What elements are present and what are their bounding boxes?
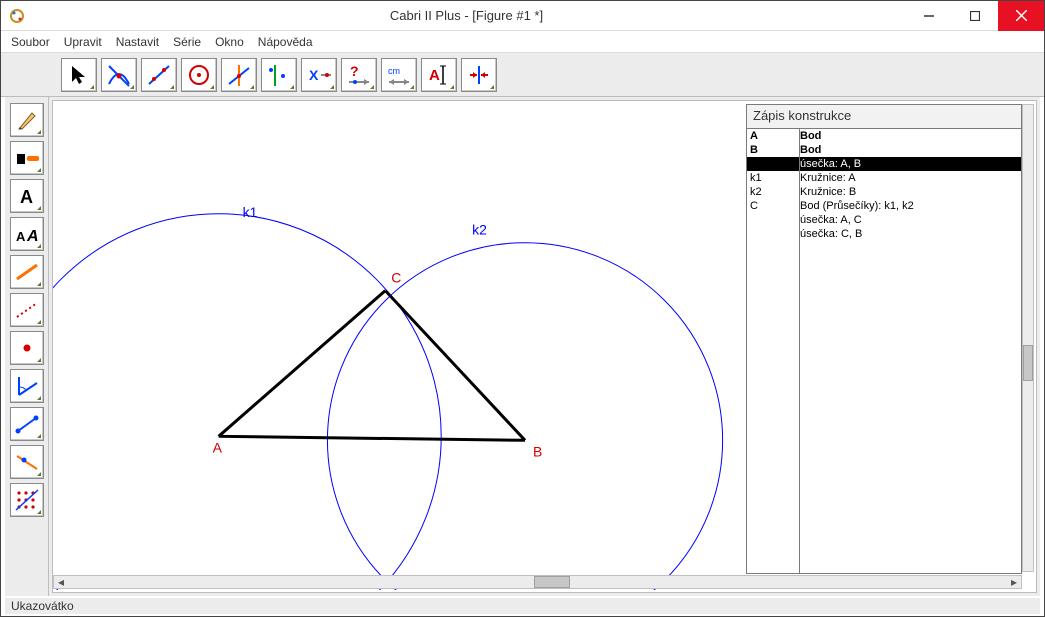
segment[interactable] [385, 291, 525, 441]
text-A-tool[interactable]: A [10, 179, 44, 213]
construction-row[interactable]: ABod [747, 129, 1021, 143]
svg-text:A: A [20, 187, 33, 207]
svg-text:cm: cm [388, 66, 400, 76]
svg-text:A: A [429, 67, 440, 84]
menu-série[interactable]: Série [173, 35, 201, 49]
construction-row[interactable]: k2Kružnice: B [747, 185, 1021, 199]
main-area: AAA k1k2ABC Zápis konstrukce ABodBBodúse… [5, 97, 1040, 596]
angle-tool[interactable] [10, 369, 44, 403]
panel-body: ABodBBodúsečka: A, Bk1Kružnice: Ak2Kružn… [747, 129, 1021, 573]
point-label: A [213, 439, 223, 455]
solid-line-tool[interactable] [10, 255, 44, 289]
circle-label: k2 [472, 222, 487, 238]
svg-text:A: A [26, 228, 39, 245]
circle[interactable] [327, 243, 722, 590]
circle[interactable] [53, 214, 441, 590]
canvas[interactable]: k1k2ABC Zápis konstrukce ABodBBodúsečka:… [52, 100, 1037, 593]
dotted-line-tool[interactable] [10, 293, 44, 327]
menu-upravit[interactable]: Upravit [64, 35, 102, 49]
row-name: A [750, 129, 800, 143]
status-text: Ukazovátko [11, 599, 74, 613]
hscroll-thumb[interactable] [534, 576, 570, 588]
svg-text:A: A [16, 229, 26, 244]
horizontal-scrollbar[interactable]: ◂ ▸ [53, 575, 1022, 589]
row-name [750, 157, 800, 171]
pencil-tool[interactable] [10, 103, 44, 137]
row-desc: Bod [800, 143, 1018, 157]
row-desc: Bod [800, 129, 1018, 143]
menu-nastavit[interactable]: Nastavit [116, 35, 159, 49]
point-line-tool[interactable] [101, 58, 137, 92]
row-desc: Kružnice: B [800, 185, 1018, 199]
menu-nápověda[interactable]: Nápověda [258, 35, 313, 49]
close-button[interactable] [998, 1, 1044, 31]
construction-row[interactable]: úsečka: C, B [747, 227, 1021, 241]
row-desc: úsečka: C, B [800, 227, 1018, 241]
row-desc: úsečka: A, B [800, 157, 1018, 171]
svg-text:?: ? [350, 63, 359, 79]
panel-title: Zápis konstrukce [747, 105, 1021, 129]
top-toolbar: X? cm A [1, 53, 1044, 97]
row-desc: úsečka: A, C [800, 213, 1018, 227]
row-name [750, 213, 800, 227]
menubar: Soubor Upravit Nastavit Série Okno Nápověda [1, 31, 1044, 53]
circle-label: k1 [243, 204, 258, 220]
line-blue-tool[interactable] [10, 445, 44, 479]
question-tool[interactable]: ? [341, 58, 377, 92]
segment-tool[interactable] [10, 407, 44, 441]
construction-row[interactable]: k1Kružnice: A [747, 171, 1021, 185]
pointer-tool[interactable] [61, 58, 97, 92]
row-name: C [750, 199, 800, 213]
menu-okno[interactable]: Okno [215, 35, 244, 49]
row-name [750, 227, 800, 241]
point-label: C [391, 270, 401, 286]
segment[interactable] [219, 436, 525, 440]
construction-row[interactable]: úsečka: A, C [747, 213, 1021, 227]
text-AA-tool[interactable]: AA [10, 217, 44, 251]
point-label: B [533, 443, 542, 459]
point-red-tool[interactable] [10, 331, 44, 365]
side-toolbar: AAA [5, 97, 49, 596]
row-desc: Kružnice: A [800, 171, 1018, 185]
minimize-button[interactable] [906, 1, 952, 31]
app-icon [7, 6, 27, 26]
status-bar: Ukazovátko [5, 598, 1040, 614]
measure-tool[interactable]: cm [381, 58, 417, 92]
alabel-tool[interactable]: A [421, 58, 457, 92]
construction-row[interactable]: CBod (Průsečíky): k1, k2 [747, 199, 1021, 213]
arrow-tool[interactable] [461, 58, 497, 92]
window-title: Cabri II Plus - [Figure #1 *] [27, 8, 906, 23]
line-tool[interactable] [141, 58, 177, 92]
perpendicular-tool[interactable] [221, 58, 257, 92]
row-desc: Bod (Průsečíky): k1, k2 [800, 199, 1018, 213]
hscroll-right[interactable]: ▸ [1007, 576, 1021, 588]
vscroll-thumb[interactable] [1023, 345, 1033, 381]
construction-row[interactable]: BBod [747, 143, 1021, 157]
row-name: k2 [750, 185, 800, 199]
locus-tool[interactable] [261, 58, 297, 92]
row-name: k1 [750, 171, 800, 185]
maximize-button[interactable] [952, 1, 998, 31]
vertical-scrollbar[interactable] [1022, 104, 1034, 572]
panel-divider [799, 129, 800, 573]
grid-tool[interactable] [10, 483, 44, 517]
construction-row[interactable]: úsečka: A, B [747, 157, 1021, 171]
segment[interactable] [219, 291, 386, 437]
menu-soubor[interactable]: Soubor [11, 35, 50, 49]
circle-tool[interactable] [181, 58, 217, 92]
construction-panel: Zápis konstrukce ABodBBodúsečka: A, Bk1K… [746, 104, 1022, 574]
row-name: B [750, 143, 800, 157]
hscroll-left[interactable]: ◂ [54, 576, 68, 588]
titlebar: Cabri II Plus - [Figure #1 *] [1, 1, 1044, 31]
eraser-thick-tool[interactable] [10, 141, 44, 175]
svg-text:X: X [309, 67, 319, 83]
x-tool[interactable]: X [301, 58, 337, 92]
